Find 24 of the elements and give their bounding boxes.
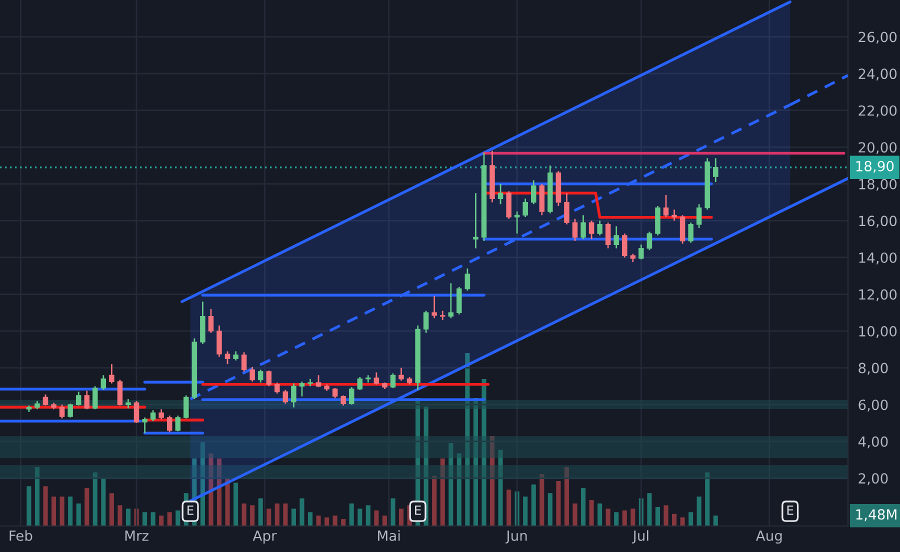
x-tick-label: Jul [632,530,648,544]
x-tick-label: Feb [10,530,32,541]
y-tick-label: 20,00 [858,142,897,154]
y-tick-label: 8,00 [858,362,888,375]
y-tick-label: 4,00 [858,436,888,448]
x-tick-label: Apr [252,530,277,544]
x-tick-label: Mai [378,530,400,541]
x-tick-label: Jun [506,530,527,544]
y-tick-label: 10,00 [859,326,897,338]
y-tick-label: 2,00 [858,473,888,486]
x-tick-label: Mrz [125,530,148,541]
y-tick-label: 16,00 [859,216,897,228]
y-tick-label: 22,00 [858,105,897,118]
annotation: E [188,506,194,515]
y-tick-label: 18,00 [859,178,897,191]
y-tick-label: 26,00 [858,32,897,44]
ref-line-label: 18,90 [856,160,894,173]
y-tick-label: 24,00 [858,68,897,80]
y-tick-label: 12,00 [859,289,897,302]
annotation: E [415,506,421,515]
x-tick-label: Aug [756,530,782,544]
y-tick-label: 6,00 [858,400,888,412]
y-tick-label: 14,00 [859,252,897,264]
annotation: E [787,506,794,515]
